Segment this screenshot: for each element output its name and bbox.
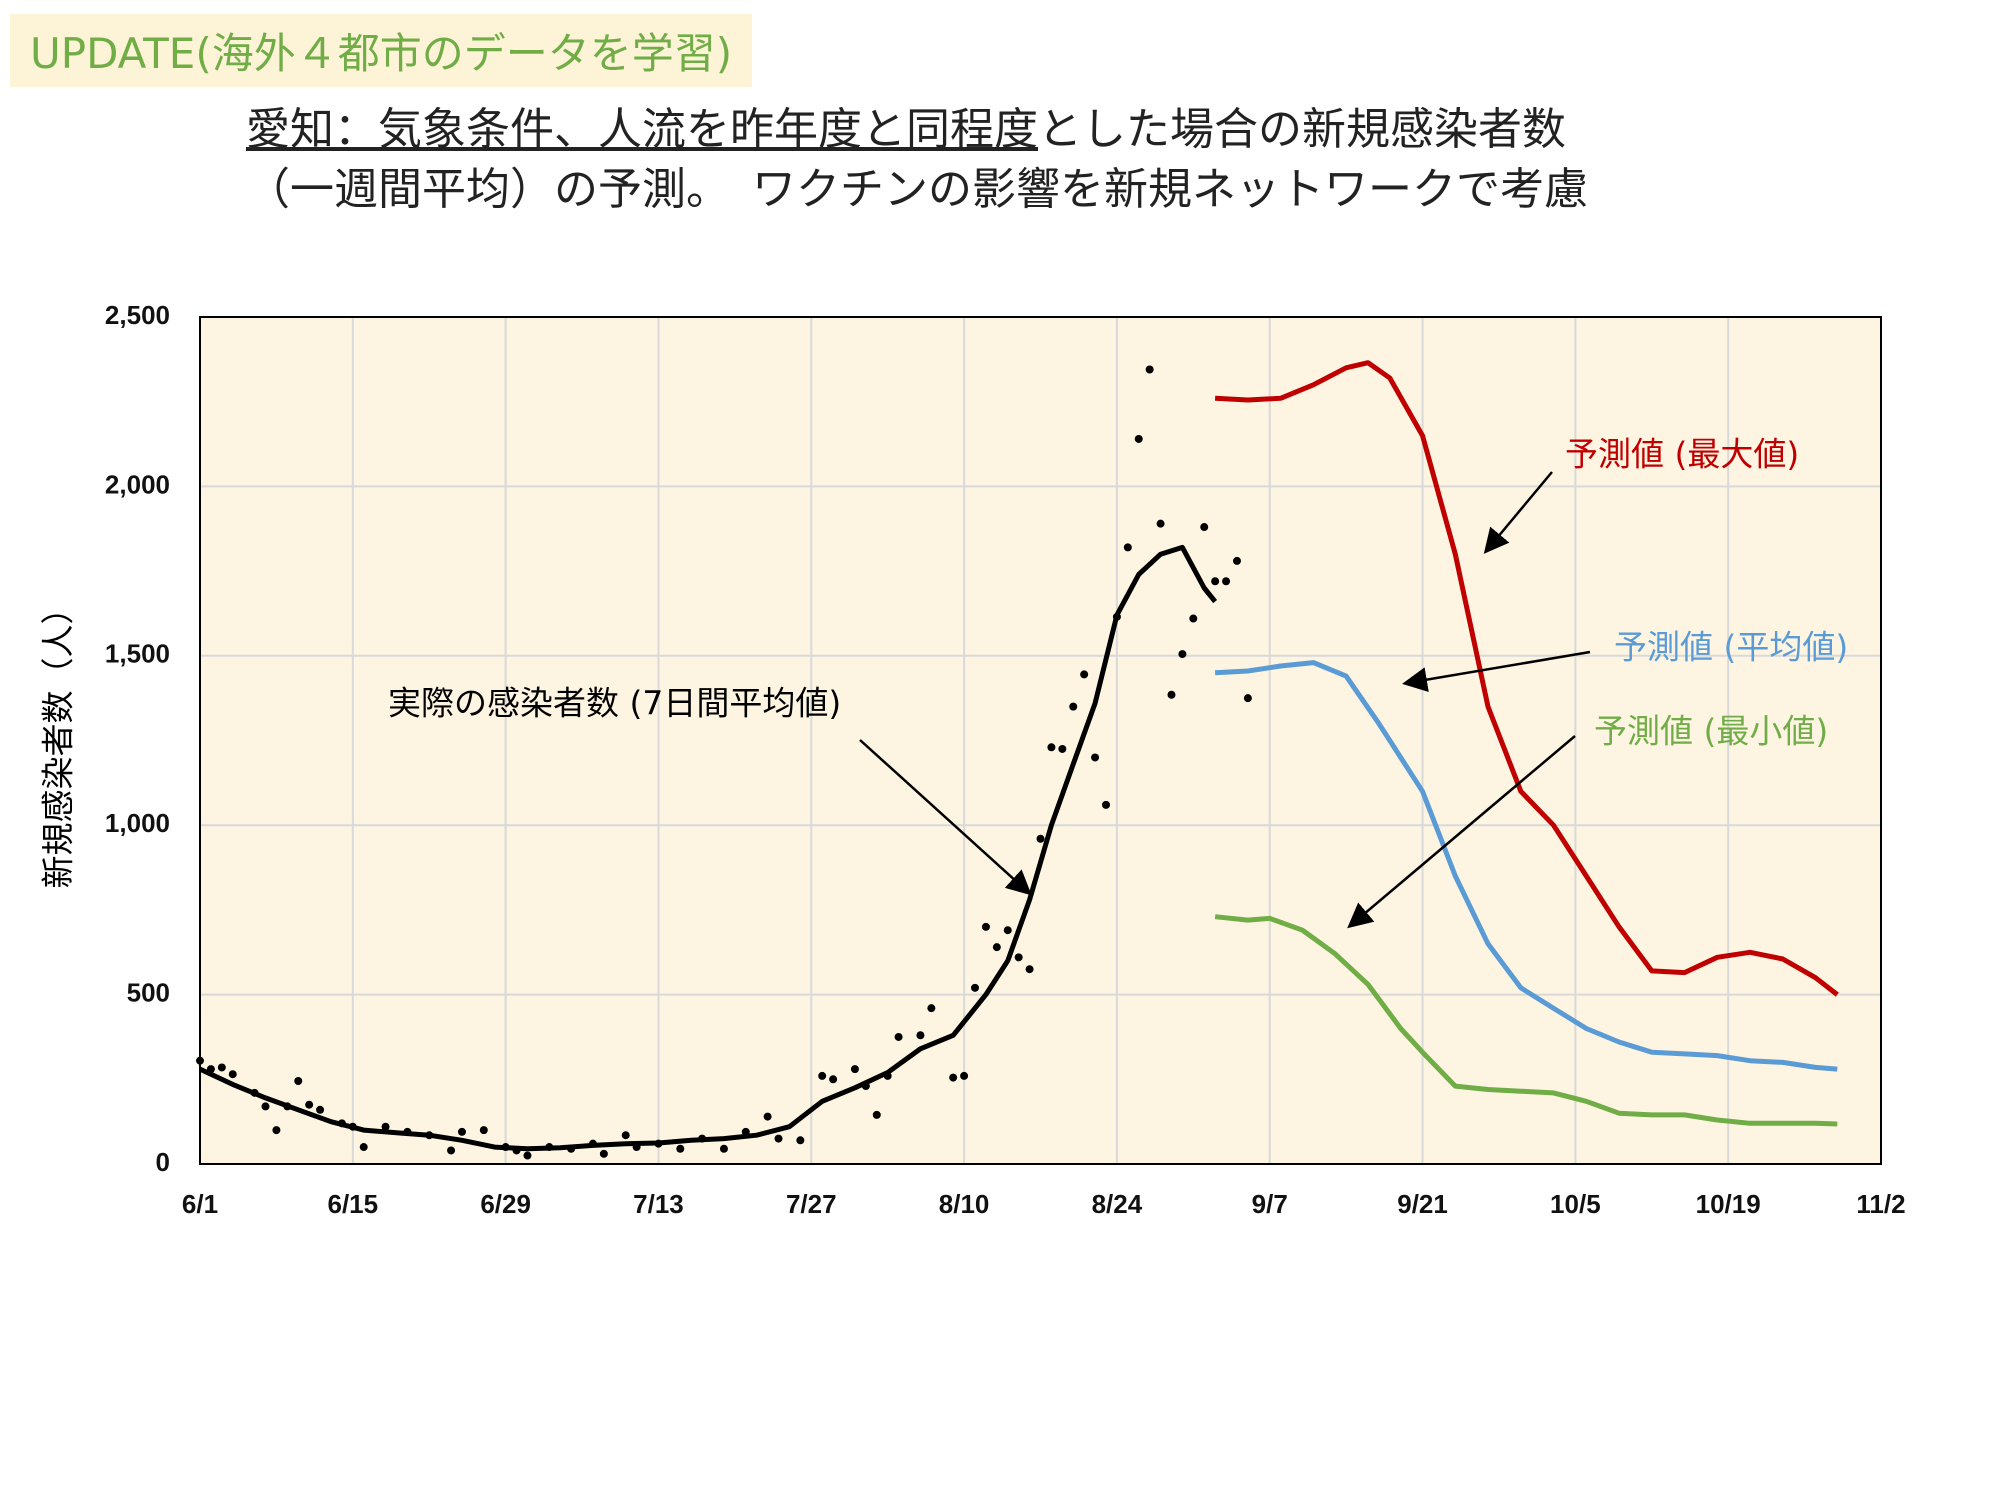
arrow xyxy=(1402,650,1591,692)
data-point xyxy=(621,1131,630,1140)
data-point xyxy=(599,1149,608,1158)
data-point xyxy=(1178,650,1187,659)
arrow xyxy=(1347,735,1576,929)
data-point xyxy=(381,1122,390,1131)
data-point xyxy=(850,1065,859,1074)
x-tick-label: 9/21 xyxy=(1397,1189,1448,1219)
x-tick-label: 7/27 xyxy=(786,1189,837,1219)
x-tick-label: 10/5 xyxy=(1550,1189,1601,1219)
data-point xyxy=(305,1100,314,1109)
annotation: 予測値 (最大値) xyxy=(1565,435,1799,474)
data-point xyxy=(359,1143,368,1152)
data-point xyxy=(916,1031,925,1040)
data-point xyxy=(1003,926,1012,935)
data-point xyxy=(294,1076,303,1085)
data-point xyxy=(1134,434,1143,443)
data-point xyxy=(1189,614,1198,623)
data-point xyxy=(1222,577,1231,586)
x-tick-label: 6/29 xyxy=(480,1189,531,1219)
x-tick-label: 10/19 xyxy=(1696,1189,1761,1219)
data-point xyxy=(676,1144,685,1153)
x-tick-label: 6/15 xyxy=(328,1189,379,1219)
data-point xyxy=(774,1134,783,1143)
data-point xyxy=(1243,694,1252,703)
data-point xyxy=(1080,670,1089,679)
plot-area xyxy=(200,317,1881,1164)
data-point xyxy=(981,922,990,931)
data-point xyxy=(927,1004,936,1013)
data-point xyxy=(872,1110,881,1119)
data-point xyxy=(1025,965,1034,974)
title: 愛知：気象条件、人流を昨年度と同程度とした場合の新規感染者数 （一週間平均）の予… xyxy=(0,100,2000,220)
title-part: とした場合の新規感染者数 xyxy=(1038,104,1566,155)
series-line xyxy=(198,544,1218,1152)
data-point xyxy=(894,1032,903,1041)
arrow xyxy=(859,739,1032,896)
data-point xyxy=(272,1126,281,1135)
data-point xyxy=(523,1151,532,1160)
x-tick-label: 6/1 xyxy=(182,1189,218,1219)
y-tick-label: 0 xyxy=(156,1147,170,1177)
data-point xyxy=(763,1112,772,1121)
title-underlined: 愛知：気象条件、人流を昨年度と同程度 xyxy=(246,104,1038,155)
data-point xyxy=(1101,800,1110,809)
series-line xyxy=(1214,660,1838,1072)
y-tick-label: 500 xyxy=(127,977,170,1007)
y-tick-label: 1,500 xyxy=(105,639,170,669)
annotation: 予測値 (最小値) xyxy=(1594,712,1828,751)
data-point xyxy=(479,1126,488,1135)
y-tick-label: 2,000 xyxy=(105,469,170,499)
arrow xyxy=(1483,471,1553,554)
data-point xyxy=(1036,834,1045,843)
data-point xyxy=(1232,556,1241,565)
data-point xyxy=(1047,743,1056,752)
data-point xyxy=(1156,519,1165,528)
data-point xyxy=(971,983,980,992)
series-line xyxy=(1214,914,1838,1127)
x-tick-label: 9/7 xyxy=(1252,1189,1288,1219)
data-point xyxy=(796,1136,805,1145)
data-point xyxy=(1167,690,1176,699)
data-point xyxy=(1123,543,1132,552)
annotation: 予測値 (平均値) xyxy=(1614,628,1848,667)
x-tick-label: 8/10 xyxy=(939,1189,990,1219)
data-point xyxy=(1200,523,1209,532)
data-point xyxy=(1014,953,1023,962)
series-line xyxy=(1214,360,1839,997)
data-point xyxy=(457,1127,466,1136)
y-axis-label: 新規感染者数（人） xyxy=(39,592,78,889)
data-point xyxy=(829,1075,838,1084)
data-point xyxy=(992,943,1001,952)
annotation: 実際の感染者数 (7日間平均値) xyxy=(388,684,841,723)
data-point xyxy=(447,1146,456,1155)
title-part: （一週間平均）の予測。 ワクチンの影響を新規ネットワークで考慮 xyxy=(246,164,1588,215)
data-point xyxy=(316,1105,325,1114)
plot-border xyxy=(199,316,1882,1165)
x-tick-label: 8/24 xyxy=(1092,1189,1143,1219)
update-badge: UPDATE(海外４都市のデータを学習) xyxy=(10,14,753,87)
y-tick-label: 2,500 xyxy=(105,300,170,330)
data-point xyxy=(1069,702,1078,711)
data-point xyxy=(1091,753,1100,762)
data-point xyxy=(1058,744,1067,753)
data-point xyxy=(949,1073,958,1082)
data-point xyxy=(1211,577,1220,586)
x-tick-label: 7/13 xyxy=(633,1189,684,1219)
data-point xyxy=(217,1063,226,1072)
data-point xyxy=(228,1070,237,1079)
y-tick-label: 1,000 xyxy=(105,808,170,838)
data-point xyxy=(960,1071,969,1080)
data-point xyxy=(261,1102,270,1111)
x-tick-label: 11/2 xyxy=(1856,1189,1905,1219)
data-point xyxy=(818,1071,827,1080)
data-point xyxy=(1145,365,1154,374)
data-point xyxy=(719,1144,728,1153)
